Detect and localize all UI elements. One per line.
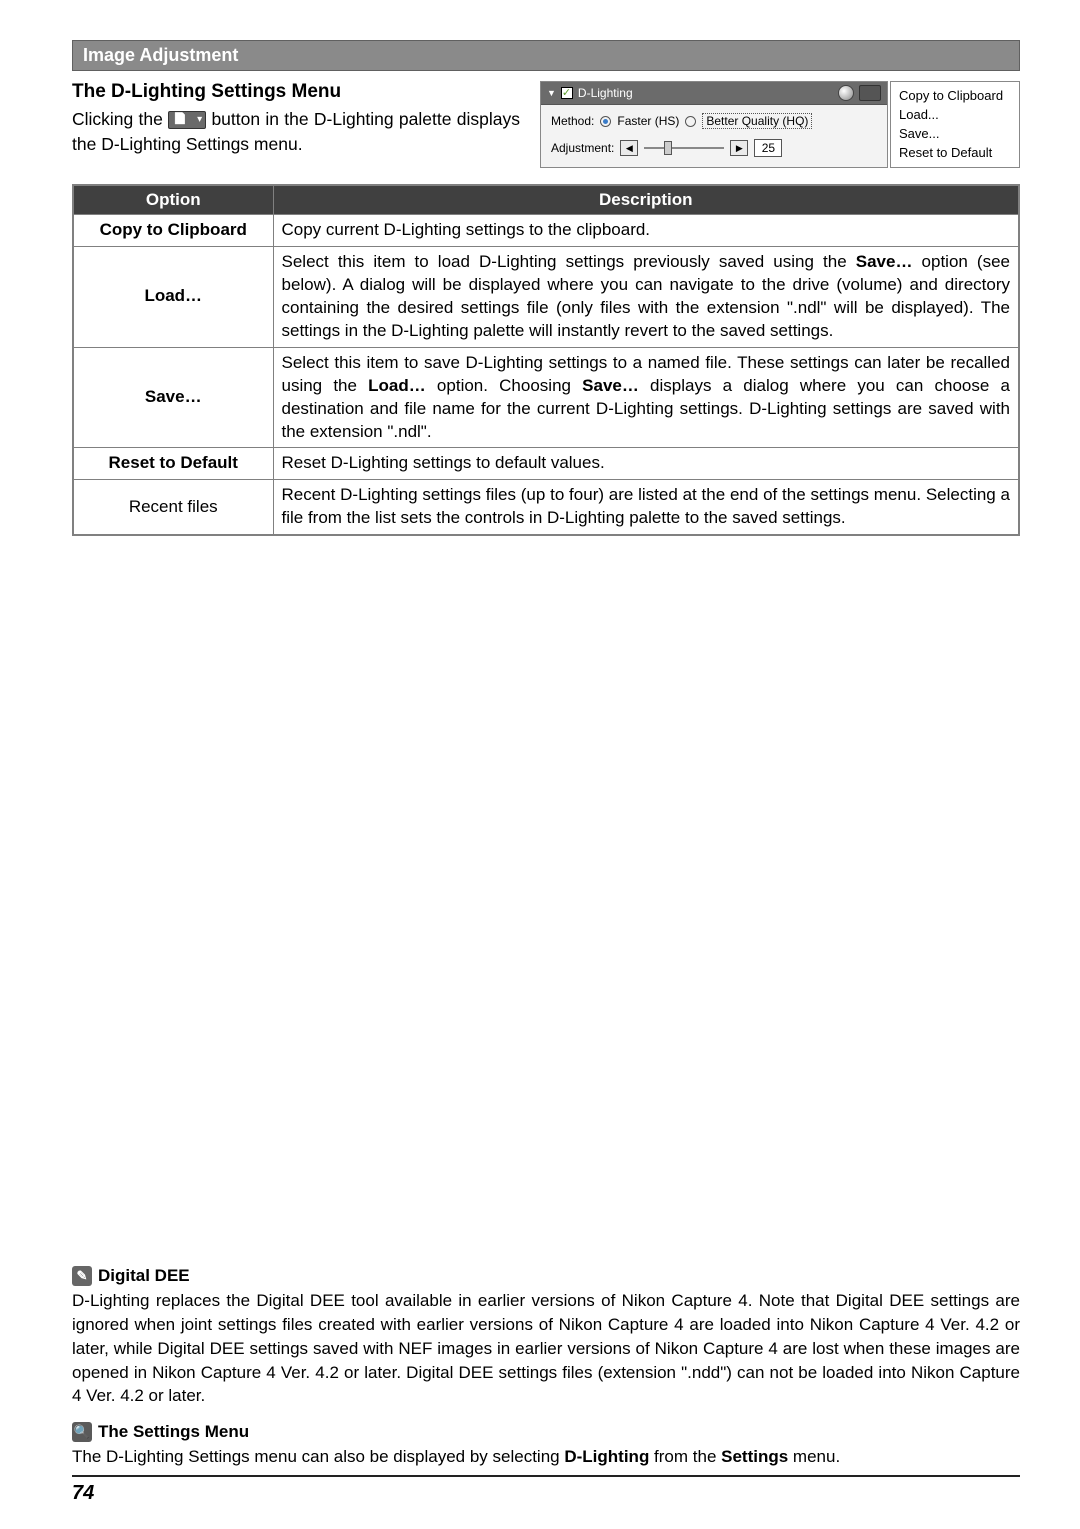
menu-item-reset[interactable]: Reset to Default [893,143,1017,162]
description-cell: Select this item to load D-Lighting sett… [273,246,1019,347]
table-row: Copy to ClipboardCopy current D-Lighting… [73,215,1019,247]
palette-title-text: D-Lighting [578,86,633,100]
table-row: Save…Select this item to save D-Lighting… [73,347,1019,448]
option-cell: Copy to Clipboard [73,215,273,247]
adjustment-value[interactable]: 25 [754,139,782,157]
th-option: Option [73,185,273,215]
radio-faster[interactable] [600,116,611,127]
menu-item-copy[interactable]: Copy to Clipboard [893,86,1017,105]
radio-better[interactable] [685,116,696,127]
settings-menu-button[interactable] [859,85,881,101]
description-cell: Reset D-Lighting settings to default val… [273,448,1019,480]
note-dee-title: Digital DEE [98,1266,190,1286]
note-dee-body: D-Lighting replaces the Digital DEE tool… [72,1289,1020,1408]
adjustment-slider[interactable] [644,147,724,149]
option-cell: Load… [73,246,273,347]
intro-pre: Clicking the [72,109,168,129]
step-down-button[interactable]: ◀ [620,140,638,156]
th-description: Description [273,185,1019,215]
intro-paragraph: Clicking the button in the D-Lighting pa… [72,107,520,158]
note-settings-body: The D-Lighting Settings menu can also be… [72,1447,840,1466]
table-row: Recent filesRecent D-Lighting settings f… [73,480,1019,535]
method-better-label: Better Quality (HQ) [702,113,812,129]
description-cell: Select this item to save D-Lighting sett… [273,347,1019,448]
menu-item-save[interactable]: Save... [893,124,1017,143]
option-cell: Reset to Default [73,448,273,480]
enable-checkbox[interactable] [561,87,573,99]
description-cell: Recent D-Lighting settings files (up to … [273,480,1019,535]
menu-item-load[interactable]: Load... [893,105,1017,124]
description-cell: Copy current D-Lighting settings to the … [273,215,1019,247]
method-faster-label: Faster (HS) [617,114,679,128]
collapse-icon[interactable]: ▼ [547,88,556,98]
method-label: Method: [551,114,594,128]
settings-dropdown-icon [168,111,206,129]
options-table: Option Description Copy to ClipboardCopy… [72,184,1020,536]
note-settings-title: The Settings Menu [98,1422,249,1442]
section-header: Image Adjustment [72,40,1020,71]
adjustment-label: Adjustment: [551,141,614,155]
subsection-title: The D-Lighting Settings Menu [72,81,520,103]
dl-palette-screenshot: ▼ D-Lighting Method: Faster (HS) Better … [540,81,1020,168]
page-number: 74 [72,1482,94,1505]
option-cell: Recent files [73,480,273,535]
table-row: Reset to DefaultReset D-Lighting setting… [73,448,1019,480]
option-cell: Save… [73,347,273,448]
step-up-button[interactable]: ▶ [730,140,748,156]
footer-rule [72,1475,1020,1477]
magnifier-icon: 🔍 [72,1422,92,1442]
status-orb-icon [838,85,854,101]
table-row: Load…Select this item to load D-Lighting… [73,246,1019,347]
context-menu: Copy to Clipboard Load... Save... Reset … [890,81,1020,168]
pencil-icon: ✎ [72,1266,92,1286]
